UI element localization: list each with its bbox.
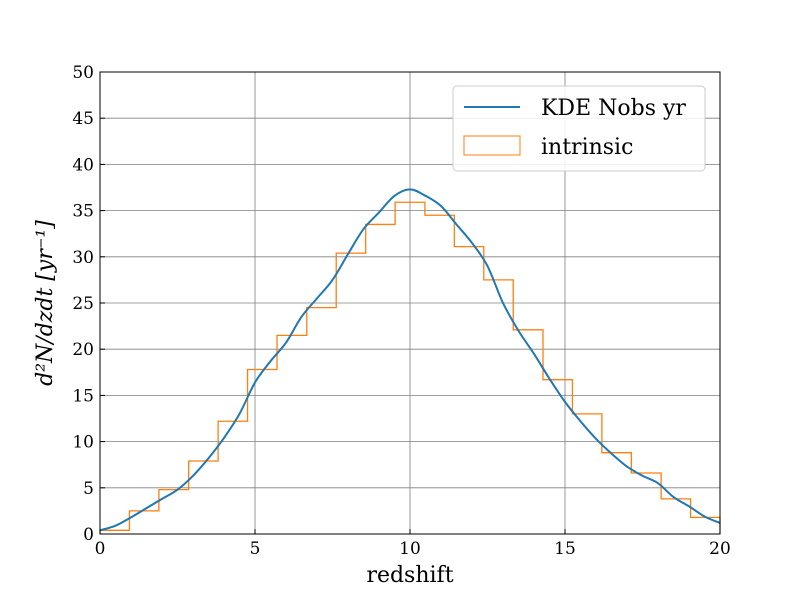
y-tick-label: 0: [83, 525, 94, 545]
y-tick-label: 30: [72, 248, 94, 268]
legend-kde-label: KDE Nobs yr: [541, 96, 686, 121]
y-tick-label: 50: [72, 63, 94, 83]
series-layer: [99, 188, 721, 534]
y-tick-label: 40: [72, 155, 94, 175]
legend-intrinsic-swatch: [463, 135, 521, 156]
y-tick-label: 15: [72, 386, 94, 406]
y-tick-label: 10: [72, 433, 94, 453]
y-tick-label: 20: [72, 340, 94, 360]
y-tick-label: 5: [83, 479, 94, 499]
y-tick-label: 35: [72, 202, 94, 222]
grid: [99, 71, 721, 535]
x-tick-label: 15: [554, 539, 576, 559]
y-axis-label: d²N/dzdt [yr⁻¹]: [33, 220, 58, 386]
x-tick-label: 5: [250, 539, 261, 559]
y-tick-label: 25: [72, 294, 94, 314]
x-tick-label: 10: [399, 539, 421, 559]
y-tick-label: 45: [72, 109, 94, 129]
x-axis-label: redshift: [366, 563, 453, 588]
x-tick-label: 0: [95, 539, 106, 559]
x-tick-label: 20: [709, 539, 731, 559]
legend: KDE Nobs yr intrinsic: [452, 85, 706, 172]
ticks: 0 5 10 15 20 0 5 10 15 20 25 30 35 40 45 50: [72, 63, 730, 559]
kde-line-series: [99, 188, 721, 532]
intrinsic-step-series: [99, 201, 721, 534]
legend-intrinsic-label: intrinsic: [541, 135, 633, 160]
